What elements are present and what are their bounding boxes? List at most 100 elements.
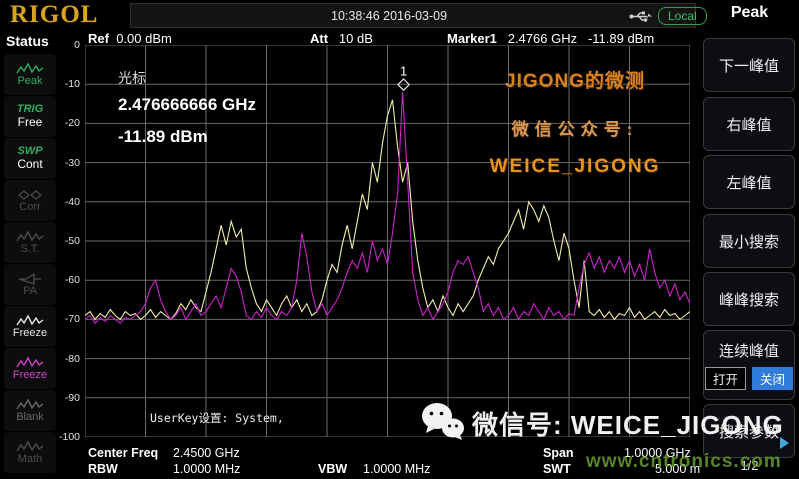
y-tick--40: -40 [64,195,80,208]
status-item-pa-5: PA [4,264,56,305]
rbw-value: 1.0000 MHz [173,462,241,476]
menu-page-indicator: 1/2 [740,458,759,473]
wechat-watermark-text: 微信号: WEICE_JIGONG [472,410,784,440]
rigol-logo: RIGOL [10,1,99,28]
softkey-5[interactable]: 峰峰搜索 [703,272,795,326]
rbw-label: RBW [88,462,118,476]
wechat-icon [420,401,466,446]
overlay-line1: JIGONG的微测 [505,71,645,92]
status-item-label: Blank [16,410,44,423]
att-value: 10 dB [338,31,373,46]
overlay-watermark-text: JIGONG的微测 微信公众号: WEICE_JIGONG [452,66,698,178]
swt-value: 5.000 ms [655,462,707,476]
y-tick--10: -10 [64,78,80,91]
center-freq-label: Center Freq [88,446,159,460]
waveform-icon [16,356,44,368]
status-sidebar: Status Peak TRIG Free SWP Cont Corr S.T. PA Free… [0,30,60,479]
center-freq-value: 2.4500 GHz [173,446,240,460]
svg-text:1: 1 [400,64,407,79]
corr-icon [18,189,42,200]
waveform-icon [16,314,44,326]
status-item-label: Corr [19,200,41,213]
softkey-1[interactable]: 下一峰值 [703,38,795,92]
submenu-arrow-icon [780,437,789,449]
vbw-label: VBW [318,462,348,476]
softkey-2[interactable]: 右峰值 [703,97,795,151]
softkey-3[interactable]: 左峰值 [703,155,795,209]
y-tick-0: 0 [74,39,80,51]
y-tick--70: -70 [64,313,80,326]
swt-label: SWT [543,462,571,476]
softkey-label: 右峰值 [726,116,772,134]
status-item-freeze-6: Freeze [4,306,56,347]
diode-icon [18,272,41,285]
status-item-trig-1: TRIG Free [4,96,56,137]
userkey-message: UserKey设置: System, [150,411,284,425]
y-tick--50: -50 [64,235,80,247]
status-item-peak-0: Peak [4,54,56,95]
softkey-label: 最小搜索 [718,233,779,251]
clock-text: 10:38:46 2016-03-09 [331,9,448,23]
status-item-label: TRIG [16,103,44,116]
cursor-title: 光标 [118,70,146,86]
y-axis-labels: 0 -10 -20 -30 -40 -50 -60 -70 -80 -90 -100 [53,39,82,443]
y-tick--30: -30 [64,156,80,169]
status-item-label: SWP [17,145,43,158]
trace2-magenta-trace [84,91,691,325]
status-item-math-9: Math [4,432,56,473]
toggle-on-button[interactable]: 打开 [704,367,746,390]
overlay-line3: WEICE_JIGONG [489,156,661,177]
ref-value: 0.00 dBm [116,31,172,46]
softkey-label: 峰峰搜索 [718,291,779,309]
y-tick--20: -20 [64,117,80,130]
wechat-watermark: 微信号: WEICE_JIGONG [420,401,784,446]
status-item-freeze-7: Freeze [4,348,56,389]
waveform-icon [16,398,44,410]
waveform-icon [16,230,44,242]
softkey-6[interactable]: 连续峰值打开 关闭 [703,330,795,400]
peak-marker: 1 [397,64,411,92]
usb-icon [629,10,653,28]
status-item-label: Freeze [12,326,48,339]
status-item-swp-2: SWP Cont [4,138,56,179]
softkey-label: 下一峰值 [718,57,779,75]
cursor-frequency: 2.476666666 GHz [118,95,256,114]
status-item-value: Cont [17,156,43,171]
y-tick--90: -90 [64,391,80,404]
status-item-label: S.T. [20,242,40,255]
status-item-list: Peak TRIG Free SWP Cont Corr S.T. PA Freeze Freez… [0,54,60,473]
local-mode-badge: Local [658,7,707,25]
cursor-amplitude: -11.89 dBm [118,127,208,146]
status-item-label: Math [17,452,43,465]
toggle-off-button[interactable]: 关闭 [752,367,794,390]
softkey-7[interactable]: 搜索参数 [703,404,795,458]
overlay-line2: 微信公众号: [511,120,639,139]
softkey-label: 连续峰值 [718,343,779,360]
y-tick--80: -80 [64,352,80,365]
cursor-readout: 光标 2.476666666 GHz -11.89 dBm [118,68,256,159]
softkey-label: 搜索参数 [718,423,779,441]
menu-panel-title: Peak [730,4,769,21]
y-tick--60: -60 [64,274,80,287]
waveform-icon [16,62,44,74]
status-item-value: Free [17,114,43,129]
waveform-icon [16,440,44,452]
ref-label: Ref [88,31,109,46]
vbw-value: 1.0000 MHz [363,462,431,476]
status-item-corr-3: Corr [4,180,56,221]
ref-level-readout: Ref 0.00 dBm [88,31,172,46]
span-value: 1.0000 GHz [624,446,691,460]
status-item-blank-8: Blank [4,390,56,431]
marker-label: Marker1 [447,31,497,46]
marker-freq: 2.4766 GHz [507,31,578,46]
softkey-menu: 下一峰值右峰值左峰值最小搜索峰峰搜索连续峰值打开 关闭搜索参数 1/2 [700,30,799,479]
status-item-st-4: S.T. [4,222,56,263]
status-item-label: Peak [17,74,43,87]
trace1-yellow-trace [84,99,691,321]
span-label: Span [543,446,574,460]
softkey-4[interactable]: 最小搜索 [703,214,795,268]
top-status-strip: 10:38:46 2016-03-09 Local [130,3,707,28]
att-readout: Att 10 dB [310,31,373,46]
att-label: Att [310,31,329,46]
